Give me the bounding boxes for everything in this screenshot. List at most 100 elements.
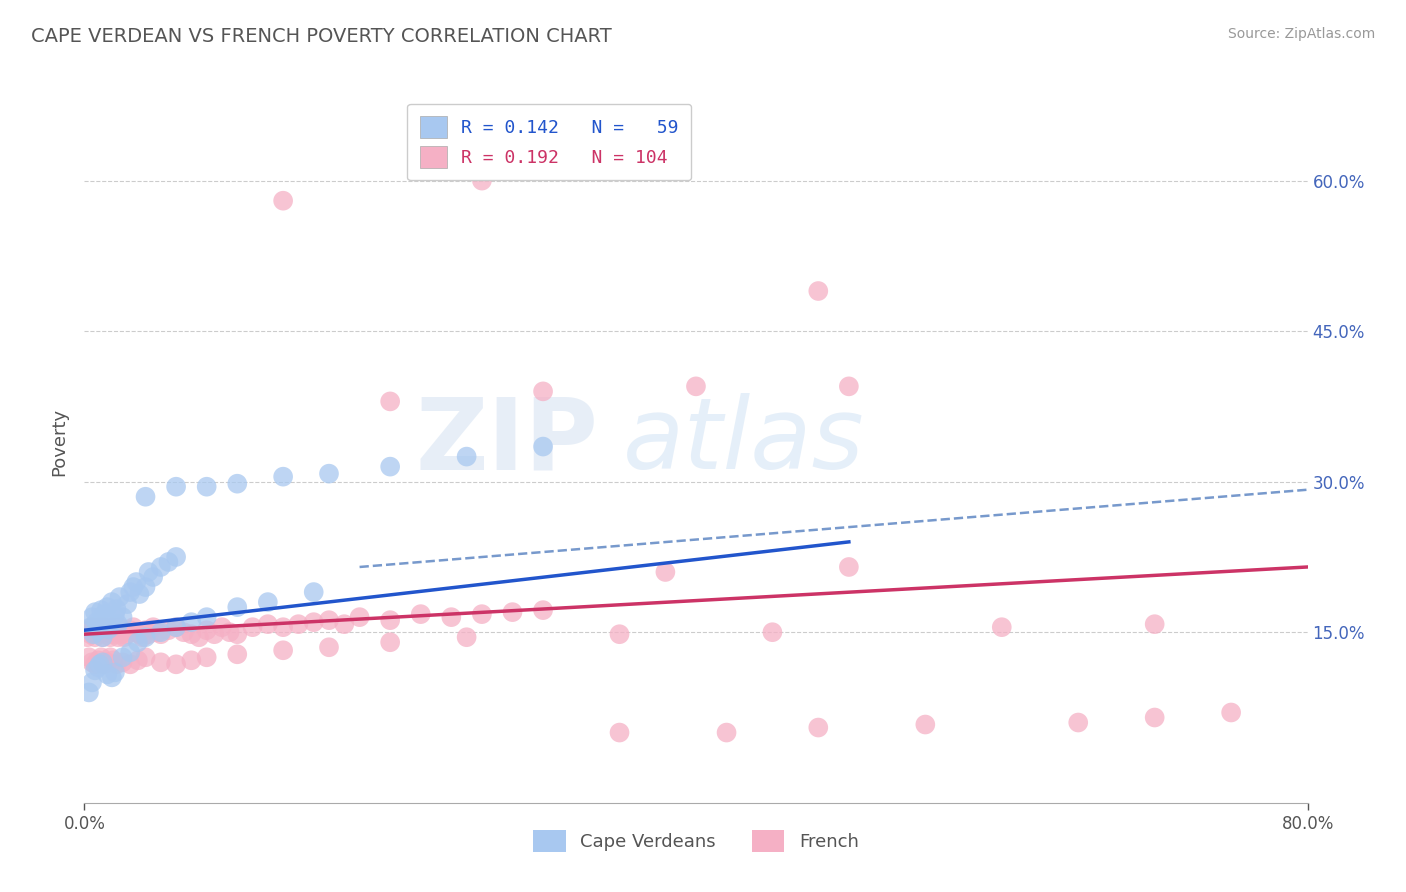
Point <box>115 597 138 611</box>
Point <box>91 630 114 644</box>
Point <box>807 721 830 735</box>
Point <box>98 630 121 644</box>
Point <box>77 623 100 637</box>
Point <box>271 469 294 483</box>
Point <box>138 627 160 641</box>
Point <box>87 660 110 674</box>
Point <box>111 655 134 669</box>
Point <box>128 587 150 601</box>
Point <box>87 627 110 641</box>
Point <box>80 610 103 624</box>
Point <box>211 620 233 634</box>
Point <box>149 625 172 640</box>
Point <box>90 603 112 617</box>
Point <box>103 653 125 667</box>
Point <box>218 625 240 640</box>
Point <box>96 667 118 681</box>
Point <box>318 613 340 627</box>
Point <box>180 653 202 667</box>
Y-axis label: Poverty: Poverty <box>51 408 69 475</box>
Point <box>1143 617 1166 632</box>
Point <box>87 653 110 667</box>
Point <box>105 602 128 616</box>
Point <box>991 620 1014 634</box>
Point <box>271 194 294 208</box>
Point <box>531 603 554 617</box>
Point <box>79 620 101 634</box>
Point <box>409 607 432 621</box>
Point <box>122 580 145 594</box>
Point <box>105 657 128 672</box>
Point <box>90 650 112 665</box>
Point <box>97 623 120 637</box>
Point <box>98 650 121 665</box>
Point <box>380 635 402 649</box>
Point <box>380 459 402 474</box>
Point <box>135 630 157 644</box>
Point <box>87 623 110 637</box>
Point <box>654 163 676 178</box>
Point <box>112 630 135 644</box>
Point <box>120 657 142 672</box>
Point <box>195 623 218 637</box>
Point <box>188 630 211 644</box>
Point <box>440 610 463 624</box>
Point <box>96 600 118 615</box>
Point <box>83 625 105 640</box>
Point <box>103 627 125 641</box>
Point <box>380 613 402 627</box>
Point <box>135 623 157 637</box>
Point <box>531 384 554 399</box>
Point <box>471 173 494 188</box>
Point <box>471 607 494 621</box>
Point <box>135 490 157 504</box>
Point <box>149 627 172 641</box>
Point <box>531 440 554 454</box>
Point <box>83 627 105 641</box>
Point <box>84 664 107 678</box>
Point <box>127 653 149 667</box>
Point <box>128 627 150 641</box>
Point <box>91 655 114 669</box>
Point <box>195 610 218 624</box>
Point <box>609 627 631 641</box>
Point <box>180 615 202 630</box>
Text: ZIP: ZIP <box>415 393 598 490</box>
Point <box>86 615 108 630</box>
Point <box>86 623 108 637</box>
Point <box>84 657 107 672</box>
Point <box>80 620 103 634</box>
Point <box>146 625 169 640</box>
Point <box>104 608 127 623</box>
Point <box>111 650 134 665</box>
Point <box>257 595 280 609</box>
Point <box>609 725 631 739</box>
Point <box>125 574 148 589</box>
Point <box>111 610 134 624</box>
Point <box>108 590 131 604</box>
Point <box>165 549 187 564</box>
Point <box>125 625 148 640</box>
Point <box>76 630 98 644</box>
Point <box>1067 715 1090 730</box>
Point <box>914 717 936 731</box>
Point <box>94 613 117 627</box>
Point <box>1220 706 1243 720</box>
Legend: Cape Verdeans, French: Cape Verdeans, French <box>526 822 866 859</box>
Point <box>302 615 325 630</box>
Point <box>807 284 830 298</box>
Point <box>165 657 187 672</box>
Point <box>90 625 112 640</box>
Point <box>101 670 124 684</box>
Point <box>84 605 107 619</box>
Point <box>349 610 371 624</box>
Point <box>84 630 107 644</box>
Point <box>180 627 202 641</box>
Point <box>96 627 118 641</box>
Point <box>149 655 172 669</box>
Point <box>108 620 131 634</box>
Text: Source: ZipAtlas.com: Source: ZipAtlas.com <box>1227 27 1375 41</box>
Point <box>142 620 165 634</box>
Point <box>105 625 128 640</box>
Point <box>380 394 402 409</box>
